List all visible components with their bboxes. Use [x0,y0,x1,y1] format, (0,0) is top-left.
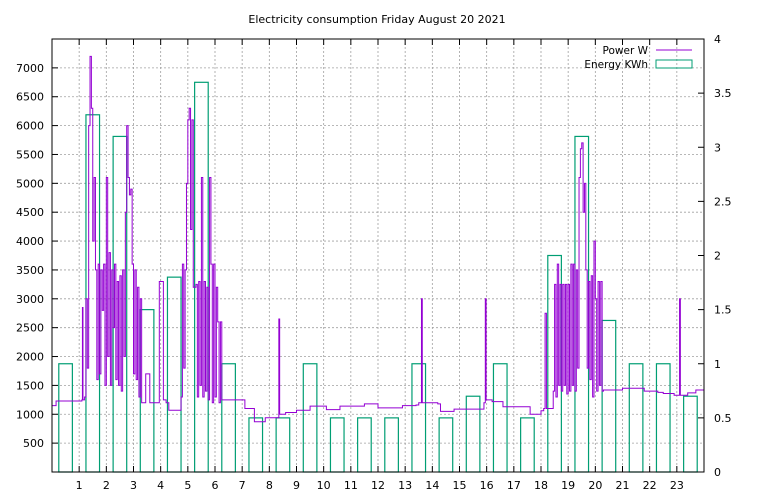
y-left-tick-label-0: 500 [23,437,44,450]
y-left-tick-label-4: 2500 [16,322,44,335]
y-right-tick-label-5: 2.5 [714,195,732,208]
legend-power-label: Power W [603,45,649,57]
energy-bar-hour-21 [628,363,644,473]
power-line-path [52,55,705,423]
energy-bar-hour-15 [465,395,481,473]
y-left-tick-label-11: 6000 [16,120,44,133]
y-left-tick-label-9: 5000 [16,177,44,190]
y-right-tick-label-7: 3.5 [714,87,732,100]
x-tick-label-1: 2 [103,479,110,492]
energy-bar-hour-0 [58,363,73,473]
left-y-axis-ticks: 500 1000 1500 2000 2500 3000 3500 4000 4500 5000 5… [16,62,58,450]
x-tick-label-9: 10 [317,479,331,492]
energy-bar-hour-7 [248,417,264,473]
x-tick-label-12: 13 [398,479,412,492]
y-left-tick-label-12: 6500 [16,91,44,104]
legend-energy-swatch [655,59,693,69]
x-tick-label-22: 23 [670,479,684,492]
energy-bar-hour-22 [655,363,671,473]
energy-bar-hour-3 [139,309,155,473]
x-axis-ticks: 1 2 3 4 5 6 7 8 9 10 11 12 13 14 15 16 17 18 19 20 21 22 23 [76,39,684,492]
energy-bar-hour-8 [275,417,291,473]
power-line [52,55,705,423]
energy-bar-hour-23 [683,395,698,473]
y-right-tick-label-8: 4 [714,33,721,46]
x-tick-label-17: 18 [534,479,548,492]
grid-lines [52,39,704,472]
x-tick-label-7: 8 [266,479,273,492]
x-tick-label-20: 21 [616,479,630,492]
y-left-tick-label-5: 3000 [16,293,44,306]
x-tick-label-8: 9 [293,479,300,492]
energy-bar-hour-20 [601,319,617,473]
energy-bar-hour-14 [438,417,454,473]
x-tick-label-21: 22 [643,479,657,492]
energy-bar-hour-10 [329,417,345,473]
energy-bar-hour-12 [384,417,399,473]
y-right-tick-label-1: 0.5 [714,412,732,425]
x-tick-label-6: 7 [239,479,246,492]
x-tick-label-10: 11 [344,479,358,492]
energy-bar-hour-9 [302,363,318,473]
y-left-tick-label-2: 1500 [16,379,44,392]
y-left-tick-label-3: 2000 [16,351,44,364]
y-right-tick-label-0: 0 [714,466,721,479]
y-right-tick-label-3: 1.5 [714,304,732,317]
y-left-tick-label-8: 4500 [16,206,44,219]
energy-bar-hour-19 [574,135,590,473]
y-left-tick-label-13: 7000 [16,62,44,75]
legend: Power W Energy KWh [584,45,693,71]
x-tick-label-18: 19 [561,479,575,492]
x-tick-label-0: 1 [76,479,83,492]
x-tick-label-19: 20 [588,479,602,492]
y-left-tick-label-1: 1000 [16,408,44,421]
energy-bar-hour-11 [357,417,372,473]
y-left-tick-label-7: 4000 [16,235,44,248]
chart-title: Electricity consumption Friday August 20… [248,13,505,26]
energy-bar-hour-6 [221,363,236,473]
x-tick-label-11: 12 [371,479,385,492]
x-tick-label-16: 17 [507,479,521,492]
x-tick-label-3: 4 [157,479,164,492]
energy-bar-hour-17 [520,417,535,473]
y-right-tick-label-6: 3 [714,141,721,154]
x-tick-label-14: 15 [453,479,467,492]
x-tick-label-5: 6 [212,479,219,492]
x-tick-label-2: 3 [130,479,137,492]
energy-bar-hour-13 [411,363,427,473]
y-left-tick-label-10: 5500 [16,148,44,161]
legend-energy-label: Energy KWh [584,59,648,71]
y-right-tick-label-4: 2 [714,250,721,263]
energy-bar-hour-16 [492,363,508,473]
x-tick-label-13: 14 [425,479,439,492]
x-tick-label-4: 5 [184,479,191,492]
x-tick-label-15: 16 [480,479,494,492]
right-y-axis-ticks: 0 0.5 1 1.5 2 2.5 3 3.5 4 [698,33,732,479]
y-left-tick-label-6: 3500 [16,264,44,277]
y-right-tick-label-2: 1 [714,358,721,371]
